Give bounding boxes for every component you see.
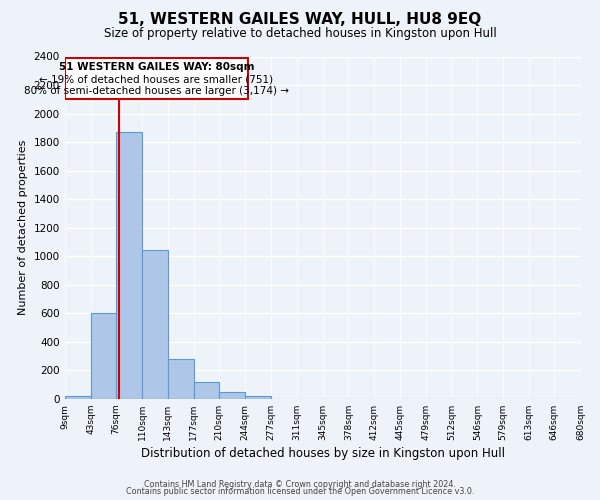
- FancyBboxPatch shape: [65, 58, 248, 100]
- Text: 51 WESTERN GAILES WAY: 80sqm: 51 WESTERN GAILES WAY: 80sqm: [59, 62, 254, 72]
- Bar: [142, 250, 167, 399]
- Text: Size of property relative to detached houses in Kingston upon Hull: Size of property relative to detached ho…: [104, 28, 496, 40]
- Text: Contains public sector information licensed under the Open Government Licence v3: Contains public sector information licen…: [126, 487, 474, 496]
- Bar: [65, 396, 91, 399]
- Bar: [194, 382, 219, 399]
- Text: 80% of semi-detached houses are larger (3,174) →: 80% of semi-detached houses are larger (…: [24, 86, 289, 96]
- X-axis label: Distribution of detached houses by size in Kingston upon Hull: Distribution of detached houses by size …: [140, 447, 505, 460]
- Text: 51, WESTERN GAILES WAY, HULL, HU8 9EQ: 51, WESTERN GAILES WAY, HULL, HU8 9EQ: [118, 12, 482, 28]
- Bar: [116, 132, 142, 399]
- Y-axis label: Number of detached properties: Number of detached properties: [18, 140, 28, 316]
- Text: Contains HM Land Registry data © Crown copyright and database right 2024.: Contains HM Land Registry data © Crown c…: [144, 480, 456, 489]
- Bar: [167, 359, 194, 399]
- Bar: [219, 392, 245, 399]
- Text: ← 19% of detached houses are smaller (751): ← 19% of detached houses are smaller (75…: [40, 74, 274, 85]
- Bar: [91, 313, 116, 399]
- Bar: [245, 396, 271, 399]
